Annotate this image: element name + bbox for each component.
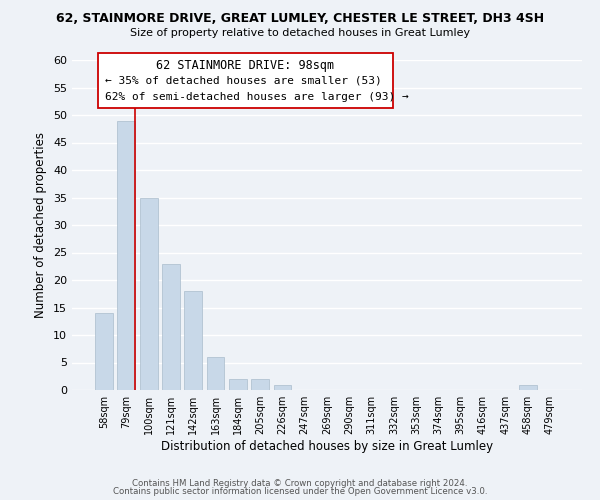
Bar xyxy=(518,384,536,390)
Text: Size of property relative to detached houses in Great Lumley: Size of property relative to detached ho… xyxy=(130,28,470,38)
Bar xyxy=(118,120,136,390)
Bar xyxy=(95,313,113,390)
Bar xyxy=(274,384,292,390)
Text: 62 STAINMORE DRIVE: 98sqm: 62 STAINMORE DRIVE: 98sqm xyxy=(157,60,334,72)
Y-axis label: Number of detached properties: Number of detached properties xyxy=(34,132,47,318)
Bar xyxy=(184,291,202,390)
Bar xyxy=(206,357,224,390)
X-axis label: Distribution of detached houses by size in Great Lumley: Distribution of detached houses by size … xyxy=(161,440,493,453)
Bar xyxy=(229,379,247,390)
Text: Contains public sector information licensed under the Open Government Licence v3: Contains public sector information licen… xyxy=(113,487,487,496)
Text: 62, STAINMORE DRIVE, GREAT LUMLEY, CHESTER LE STREET, DH3 4SH: 62, STAINMORE DRIVE, GREAT LUMLEY, CHEST… xyxy=(56,12,544,26)
Text: ← 35% of detached houses are smaller (53): ← 35% of detached houses are smaller (53… xyxy=(105,76,382,86)
Bar xyxy=(140,198,158,390)
FancyBboxPatch shape xyxy=(97,54,394,108)
Text: 62% of semi-detached houses are larger (93) →: 62% of semi-detached houses are larger (… xyxy=(105,92,409,102)
Bar xyxy=(251,379,269,390)
Text: Contains HM Land Registry data © Crown copyright and database right 2024.: Contains HM Land Registry data © Crown c… xyxy=(132,478,468,488)
Bar xyxy=(162,264,180,390)
